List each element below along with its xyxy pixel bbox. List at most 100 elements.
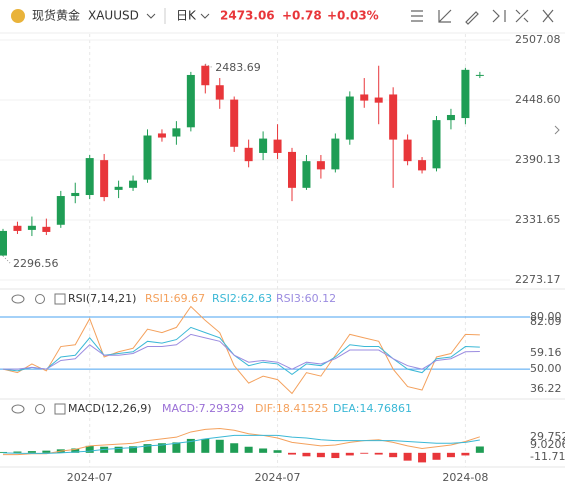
candle-body [215, 85, 224, 100]
scale-label: 82.09 [530, 315, 562, 328]
macd-bar [403, 452, 412, 461]
candle-body [302, 161, 311, 188]
y-tick-label: 80.00 [530, 310, 562, 323]
macd-bar [114, 446, 123, 453]
macd-bar [27, 451, 36, 453]
price-annotation: 2483.69 [215, 61, 260, 74]
candle-body [446, 114, 455, 121]
macd-bar [186, 438, 195, 453]
price: 2473.06 [220, 9, 275, 23]
indicator-line [3, 427, 481, 456]
candle-body [273, 139, 282, 153]
expand-icon[interactable] [554, 125, 560, 135]
macd-bar [331, 452, 340, 459]
x-tick-label: 2024-07 [255, 471, 301, 484]
x-tick-label: 2024-07 [67, 471, 113, 484]
candle-body [143, 135, 152, 180]
macd-bar [143, 444, 152, 453]
macd-bar [389, 452, 398, 458]
settings-icon[interactable] [35, 404, 45, 414]
symbol[interactable]: XAUUSD [88, 9, 139, 23]
macd-bar [201, 438, 210, 453]
indicator-line [2, 326, 480, 375]
candle-body [432, 120, 441, 169]
indicator-line [3, 333, 480, 370]
candle-body [345, 96, 354, 140]
macd-bar [461, 452, 470, 456]
tool-icon[interactable] [465, 11, 479, 25]
tool-icon[interactable] [411, 10, 423, 22]
instrument-name[interactable]: 现货黄金 [32, 8, 80, 23]
candle-body [259, 138, 268, 153]
macd-bar [13, 451, 22, 453]
annotation-leader [2, 255, 12, 265]
macd-bar [446, 452, 455, 458]
legend-entry: RSI3:60.12 [276, 292, 336, 305]
tool-icon[interactable] [438, 9, 452, 23]
macd-bar [259, 448, 268, 453]
candle-body [85, 158, 94, 196]
y-tick-label: 50.00 [530, 362, 562, 375]
checkbox[interactable] [54, 403, 66, 415]
macd-bar [71, 448, 80, 453]
macd-bar [418, 452, 427, 463]
x-tick-label: 2024-08 [442, 471, 488, 484]
dropdown-icon[interactable] [146, 13, 156, 19]
candle-body [230, 99, 239, 147]
macd-bar [230, 443, 239, 453]
tool-icon[interactable] [515, 9, 529, 23]
candle-body [244, 147, 253, 162]
macd-bar [157, 443, 166, 453]
candle-body [201, 65, 210, 86]
macd-bar [129, 446, 138, 453]
candle-body [13, 225, 22, 231]
candle-body [288, 151, 296, 188]
macd-bar [215, 439, 224, 453]
candle-body [42, 226, 51, 232]
indicator-title: MACD(12,26,9) [68, 402, 152, 415]
legend-entry: DIF:18.41525 [255, 402, 328, 415]
legend-entry: RSI2:62.63 [212, 292, 272, 305]
y-tick-label: 2448.60 [515, 93, 561, 106]
candle-body [331, 138, 340, 170]
visibility-icon[interactable] [11, 404, 25, 414]
macd-bar [345, 452, 354, 456]
checkbox[interactable] [54, 293, 66, 305]
tool-icon[interactable] [492, 9, 506, 23]
y-tick-label: 2273.17 [515, 273, 561, 286]
candle-body [418, 160, 427, 171]
y-tick-label: 2331.65 [515, 213, 561, 226]
indicator-line [2, 305, 480, 395]
tool-icon[interactable] [542, 9, 554, 23]
scale-label: 59.16 [530, 346, 562, 359]
scale-label: 29.75274 [530, 430, 565, 443]
candle-body [157, 133, 166, 138]
legend-entry: RSI1:69.67 [145, 292, 205, 305]
settings-icon[interactable] [35, 294, 45, 304]
period[interactable]: 日K [176, 9, 197, 23]
change-pct: +0.03% [327, 9, 379, 23]
legend-entry: MACD:7.29329 [162, 402, 244, 415]
visibility-icon[interactable] [11, 294, 25, 304]
dropdown-icon[interactable] [200, 13, 210, 19]
y-tick-label: 2507.08 [515, 33, 561, 46]
y-tick-label: 2390.13 [515, 153, 561, 166]
macd-bar [374, 452, 383, 455]
macd-bar [316, 452, 325, 458]
candle-body [316, 161, 325, 170]
logo [11, 9, 25, 23]
candle-body [0, 230, 7, 256]
candle-body [186, 74, 195, 128]
macd-bar [172, 442, 181, 453]
candle-body [27, 225, 36, 230]
candle-body [403, 139, 412, 162]
candle-body [114, 186, 123, 190]
legend-entry: DEA:14.76861 [333, 402, 412, 415]
candle-body [389, 94, 398, 140]
candle-body [56, 196, 65, 225]
candle-body [172, 128, 181, 137]
candle-body [71, 192, 80, 197]
candle-body [461, 69, 470, 119]
